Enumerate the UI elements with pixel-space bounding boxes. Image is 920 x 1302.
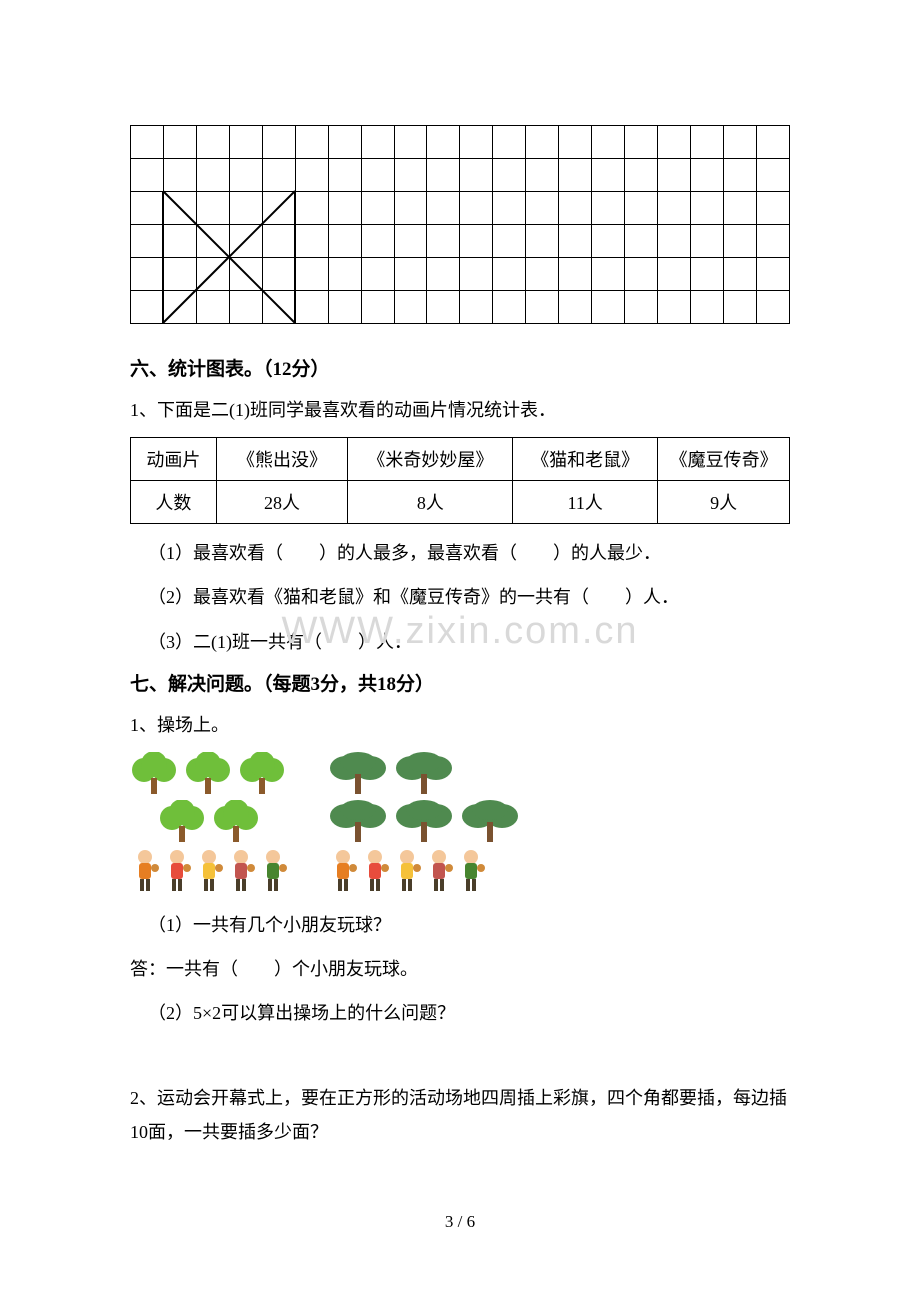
kid-icon — [424, 848, 454, 896]
section6-q1: （1）最喜欢看（ ）的人最多，最喜欢看（ ）的人最少． — [130, 536, 790, 570]
tree-icon — [394, 800, 454, 844]
kid-icon — [456, 848, 486, 896]
kid-icon — [360, 848, 390, 896]
grid-table — [130, 125, 790, 324]
playground-illustration — [130, 752, 790, 896]
tree-icon — [460, 800, 520, 844]
section6-heading: 六、统计图表。（12分） — [130, 354, 790, 381]
section7-heading: 七、解决问题。（每题3分，共18分） — [130, 669, 790, 696]
page-footer: 3 / 6 — [0, 1212, 920, 1232]
kid-icon — [392, 848, 422, 896]
section7-p1-intro: 1、操场上。 — [130, 708, 790, 742]
tree-icon — [158, 800, 206, 844]
section7-p1-q1-ans: 答：一共有（ ）个小朋友玩球。 — [130, 952, 790, 986]
tree-icon — [328, 752, 388, 796]
section6-q2: （2）最喜欢看《猫和老鼠》和《魔豆传奇》的一共有（ ）人． — [130, 580, 790, 614]
tree-icon — [328, 800, 388, 844]
statistics-table: 动画片《熊出没》《米奇妙妙屋》《猫和老鼠》《魔豆传奇》人数28人8人11人9人 — [130, 437, 790, 524]
tree-icon — [238, 752, 286, 796]
illus-right-group — [328, 752, 520, 896]
kid-icon — [258, 848, 288, 896]
tree-icon — [212, 800, 260, 844]
illus-left-group — [130, 752, 288, 896]
tree-icon — [394, 752, 454, 796]
kid-icon — [130, 848, 160, 896]
tree-icon — [130, 752, 178, 796]
answer-grid — [130, 125, 790, 324]
tree-icon — [184, 752, 232, 796]
kid-icon — [162, 848, 192, 896]
kid-icon — [226, 848, 256, 896]
section7-p1-q1: （1）一共有几个小朋友玩球？ — [130, 908, 790, 942]
section6-intro: 1、下面是二(1)班同学最喜欢看的动画片情况统计表． — [130, 393, 790, 427]
section7-p1-q2: （2）5×2可以算出操场上的什么问题？ — [130, 996, 790, 1030]
section7-p2: 2、运动会开幕式上，要在正方形的活动场地四周插上彩旗，四个角都要插，每边插10面… — [130, 1081, 790, 1149]
section6-q3: （3）二(1)班一共有（ ）人． — [130, 625, 790, 659]
kid-icon — [328, 848, 358, 896]
kid-icon — [194, 848, 224, 896]
